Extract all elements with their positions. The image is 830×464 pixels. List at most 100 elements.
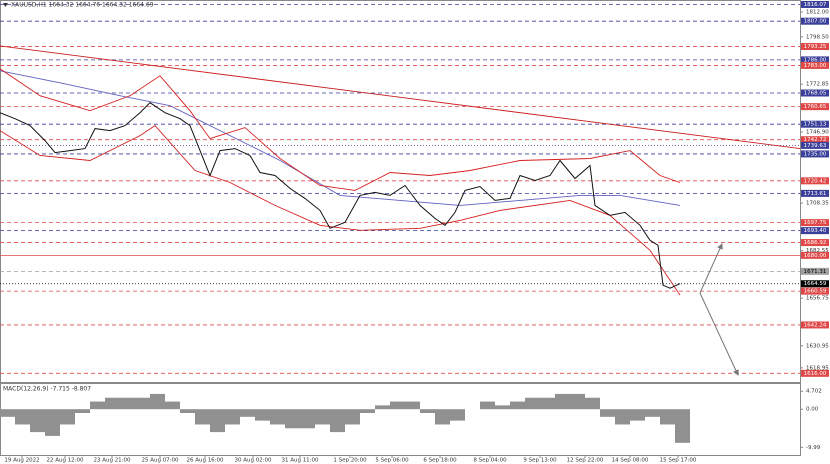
histogram-bar — [330, 409, 345, 433]
y-tick-label: -9.99 — [806, 445, 821, 451]
histogram-bar — [570, 393, 585, 410]
level-label: 1739.63 — [804, 143, 827, 149]
main-panel — [0, 0, 801, 383]
level-label: 1793.25 — [804, 44, 827, 50]
level-box — [801, 321, 829, 329]
histogram-bar — [135, 397, 150, 410]
level-label: 1680.00 — [804, 253, 827, 259]
level-box — [801, 189, 829, 197]
histogram-bar — [90, 401, 105, 410]
level-box — [801, 177, 829, 185]
histogram-bar — [315, 409, 330, 425]
level-label: 1664.59 — [804, 281, 827, 287]
histogram-bar — [540, 397, 555, 410]
histogram-bar — [375, 405, 390, 410]
price-line — [0, 125, 681, 296]
level-box — [801, 0, 829, 8]
level-label: 1642.24 — [804, 322, 827, 328]
level-box — [801, 103, 829, 111]
level-box — [801, 61, 829, 69]
histogram-bar — [345, 409, 360, 425]
histogram-bar — [630, 409, 645, 421]
histogram-bar — [660, 409, 675, 425]
level-box — [801, 287, 829, 295]
macd-title: MACD(12,26,9) -7.715 -8.807 — [3, 386, 91, 393]
histogram-bar — [240, 409, 255, 417]
level-label: 1660.59 — [804, 289, 827, 295]
histogram-bar — [495, 405, 510, 410]
histogram-bar — [45, 409, 60, 436]
level-label: 1720.42 — [804, 178, 827, 184]
x-tick-label: 22 Aug 12:00 — [46, 458, 84, 464]
level-label: 1671.31 — [804, 269, 827, 275]
histogram-bar — [360, 409, 375, 414]
x-tick-label: 8 Sep 04:00 — [473, 458, 507, 464]
level-box — [801, 141, 829, 149]
histogram-bar — [210, 409, 225, 433]
histogram-bar — [600, 409, 615, 417]
x-tick-label: 15 Sep 17:00 — [660, 458, 697, 464]
level-box — [801, 227, 829, 235]
level-box — [801, 43, 829, 51]
menu-triangle[interactable] — [3, 3, 8, 7]
level-label: 1686.92 — [804, 240, 827, 246]
levels — [0, 4, 800, 374]
y-tick-label: 4.702 — [806, 389, 822, 395]
level-box — [801, 136, 829, 144]
x-tick-label: 30 Aug 02:00 — [234, 458, 272, 464]
histogram-bar — [645, 409, 660, 417]
level-label: 1742.72 — [804, 137, 827, 143]
level-label: 1735.00 — [804, 151, 827, 157]
y-tick-label: 1618.95 — [806, 365, 829, 371]
histogram-bar — [255, 409, 270, 421]
level-box — [801, 369, 829, 377]
level-label: 1786.00 — [804, 57, 827, 63]
x-tick-label: 25 Aug 07:00 — [141, 458, 179, 464]
projection-arrow — [699, 243, 723, 294]
x-tick-label: 19 Aug 2022 — [4, 458, 39, 464]
histogram-bar — [585, 397, 600, 410]
chart-title: XAUUSD,H1 1664.32 1664.76 1664.32 1664.6… — [11, 2, 154, 9]
histogram-bar — [435, 409, 450, 425]
histogram-bar — [0, 409, 15, 417]
x-tick-label: 23 Aug 21:00 — [93, 458, 131, 464]
y-tick-label: 1812.00 — [806, 9, 829, 15]
x-tick-label: 5 Sep 06:00 — [375, 458, 409, 464]
price-line — [0, 45, 801, 150]
x-tick-label: 9 Sep 13:00 — [523, 458, 557, 464]
level-box — [801, 89, 829, 97]
histogram-bar — [525, 397, 540, 410]
histogram-bar — [615, 409, 630, 425]
histogram-bar — [150, 393, 165, 410]
histogram-bar — [15, 409, 30, 425]
histogram-bar — [510, 401, 525, 410]
histogram-bar — [405, 401, 420, 410]
level-box — [801, 120, 829, 128]
histogram-bar — [165, 401, 180, 410]
price-line — [0, 102, 681, 289]
macd-panel — [0, 383, 801, 456]
level-label: 1693.40 — [804, 228, 827, 234]
level-box — [801, 239, 829, 247]
y-tick-label: 1682.55 — [806, 248, 829, 254]
price-line — [0, 68, 681, 191]
y-tick-label: 1746.90 — [806, 129, 829, 135]
x-tick-label: 26 Aug 16:00 — [186, 458, 224, 464]
histogram-bar — [30, 409, 45, 433]
x-tick-label: 31 Aug 11:00 — [281, 458, 319, 464]
histogram-bar — [480, 401, 495, 410]
y-tick-label: 1798.50 — [806, 34, 829, 40]
series — [0, 45, 801, 443]
histogram-bar — [105, 397, 120, 410]
histogram-bar — [300, 409, 315, 429]
level-label: 1760.65 — [804, 104, 827, 110]
level-label: 1807.00 — [804, 19, 827, 25]
level-box — [801, 17, 829, 25]
price-line — [0, 70, 681, 206]
level-label: 1816.07 — [804, 2, 827, 8]
histogram-bar — [450, 409, 465, 421]
histogram-bar — [270, 409, 285, 425]
level-label: 1751.13 — [804, 122, 827, 128]
x-tick-label: 12 Sep 22:00 — [567, 458, 604, 464]
